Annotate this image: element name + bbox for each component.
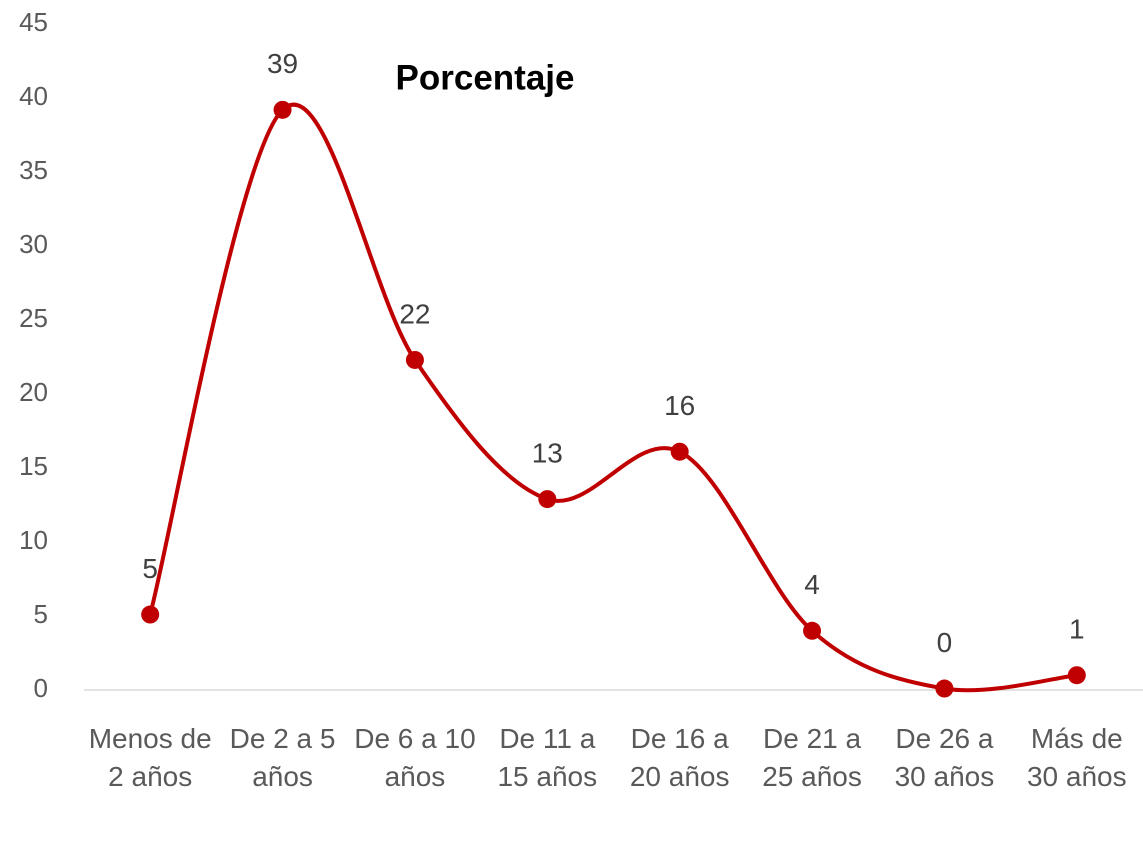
x-tick-label: De 16 a 20 años xyxy=(629,723,730,792)
x-tick-label: De 6 a 10 años xyxy=(354,723,476,792)
y-tick-label: 5 xyxy=(34,599,48,629)
data-label: 0 xyxy=(937,627,953,658)
data-label: 4 xyxy=(804,569,820,600)
line xyxy=(148,102,1078,693)
y-tick-label: 45 xyxy=(19,7,48,37)
data-label: 39 xyxy=(267,48,298,79)
point xyxy=(935,679,954,698)
x-tick-label: De 21 a 25 años xyxy=(762,723,862,792)
y-tick-label: 15 xyxy=(19,451,48,481)
y-tick-label: 0 xyxy=(34,673,48,703)
x-tick-label: Más de 30 años xyxy=(1026,723,1127,792)
point xyxy=(141,605,160,624)
y-tick-label: 30 xyxy=(19,229,48,259)
y-tick-label: 10 xyxy=(19,525,48,555)
point xyxy=(405,350,424,369)
point xyxy=(1067,666,1086,685)
point xyxy=(670,442,689,461)
x-tick-label: De 2 a 5 años xyxy=(229,723,336,792)
data-label: 16 xyxy=(664,390,695,421)
data-label: 5 xyxy=(142,553,158,584)
point xyxy=(538,490,557,509)
x-tick-label: De 26 a 30 años xyxy=(894,723,995,792)
chart-title: Porcentaje xyxy=(396,58,575,97)
data-label: 13 xyxy=(532,437,563,468)
y-tick-label: 35 xyxy=(19,155,48,185)
point xyxy=(803,621,822,640)
data-label: 22 xyxy=(399,298,430,329)
y-tick-label: 20 xyxy=(19,377,48,407)
data-label: 1 xyxy=(1069,614,1085,645)
x-tick-label: Menos de 2 años xyxy=(88,723,212,792)
point xyxy=(273,100,292,119)
x-tick-label: De 11 a 15 años xyxy=(497,723,598,792)
y-tick-label: 40 xyxy=(19,81,48,111)
y-tick-label: 25 xyxy=(19,303,48,333)
